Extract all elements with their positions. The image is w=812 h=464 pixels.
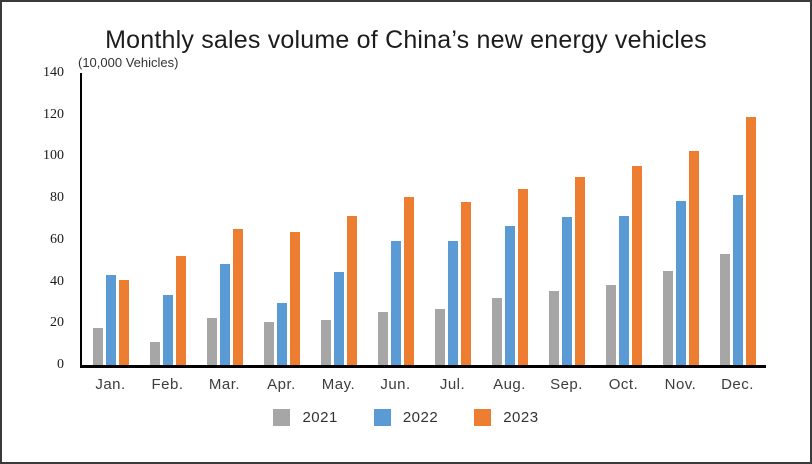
bar-2021-dec: [719, 254, 730, 365]
bar-2023-feb: [175, 255, 186, 365]
bar-group-aug: [481, 73, 538, 365]
legend-label-2021: 2021: [302, 409, 338, 426]
bar-2023-may: [346, 215, 357, 365]
y-tick-140: 140: [43, 65, 64, 80]
bar-group-mar: [196, 73, 253, 365]
bar-2022-apr: [276, 302, 287, 365]
plot-area: [80, 73, 766, 368]
bar-2023-aug: [517, 188, 528, 365]
bar-2021-may: [320, 319, 331, 365]
bar-group-sep: [538, 73, 595, 365]
bar-2022-oct: [618, 216, 629, 365]
y-tick-80: 80: [50, 190, 64, 206]
y-axis-unit-label: (10,000 Vehicles): [78, 55, 179, 70]
bar-group-jun: [367, 73, 424, 365]
bar-group-apr: [253, 73, 310, 365]
legend: 2021 2022 2023: [2, 409, 810, 426]
x-label-apr: Apr.: [267, 376, 296, 393]
bar-2022-sep: [561, 217, 572, 365]
bar-2021-sep: [548, 290, 559, 365]
x-label-aug: Aug.: [493, 376, 526, 393]
y-tick-60: 60: [50, 231, 64, 247]
bar-2023-oct: [631, 165, 642, 365]
bar-2022-mar: [219, 264, 230, 365]
legend-label-2023: 2023: [503, 409, 539, 426]
y-tick-100: 100: [43, 148, 64, 164]
x-label-may: May.: [321, 376, 356, 393]
x-label-dec: Dec.: [721, 376, 754, 393]
bar-2023-dec: [745, 116, 756, 365]
bar-2023-apr: [289, 232, 300, 365]
bar-2023-jan: [118, 279, 129, 365]
y-axis-tick-labels: 0 20 40 60 80 100 120 140: [2, 2, 64, 462]
bar-2022-feb: [162, 295, 173, 365]
y-tick-120: 120: [43, 106, 64, 122]
bar-2023-nov: [688, 151, 699, 365]
legend-swatch-2021: [273, 409, 291, 426]
bar-2021-apr: [263, 322, 274, 365]
bar-2021-aug: [491, 298, 502, 365]
x-label-sep: Sep.: [550, 376, 583, 393]
legend-label-2022: 2022: [402, 409, 439, 426]
bar-2023-jul: [460, 202, 471, 365]
bar-2022-may: [333, 271, 344, 365]
legend-swatch-2022: [373, 409, 391, 426]
chart-title: Monthly sales volume of China’s new ener…: [105, 26, 707, 54]
y-tick-20: 20: [50, 315, 64, 331]
bar-2021-jan: [92, 327, 103, 365]
x-label-jul: Jul.: [439, 376, 466, 393]
y-tick-40: 40: [50, 273, 64, 289]
bar-group-jan: [82, 73, 139, 365]
x-label-oct: Oct.: [608, 376, 639, 393]
x-label-jan: Jan.: [95, 376, 126, 393]
bar-2021-jul: [434, 308, 445, 365]
legend-item-2023: 2023: [474, 409, 538, 426]
x-axis-labels: Jan. Feb. Mar. Apr. May. Jun. Jul. Aug. Sep. Oct.…: [82, 376, 766, 393]
legend-swatch-2023: [474, 409, 492, 426]
bar-2021-nov: [662, 271, 673, 365]
bar-group-may: [310, 73, 367, 365]
bar-2021-jun: [377, 311, 388, 365]
bar-group-nov: [652, 73, 709, 365]
bar-group-jul: [424, 73, 481, 365]
bar-2022-jun: [390, 240, 401, 365]
y-tick-0: 0: [57, 357, 64, 372]
bar-2023-sep: [574, 176, 585, 365]
bar-2022-jan: [105, 275, 116, 365]
bar-2023-jun: [403, 196, 414, 365]
x-label-nov: Nov.: [664, 376, 697, 393]
bar-2021-feb: [149, 342, 160, 365]
bar-2023-mar: [232, 228, 243, 365]
bar-2021-mar: [206, 317, 217, 365]
x-label-jun: Jun.: [380, 376, 411, 393]
bar-group-oct: [595, 73, 652, 365]
legend-item-2022: 2022: [373, 409, 439, 426]
bar-2022-aug: [504, 226, 515, 365]
bar-2022-jul: [447, 241, 458, 365]
bar-2022-nov: [675, 201, 686, 365]
legend-item-2021: 2021: [273, 409, 337, 426]
bar-2022-dec: [732, 195, 743, 365]
bar-group-dec: [709, 73, 766, 365]
x-label-feb: Feb.: [151, 376, 184, 393]
bar-group-feb: [139, 73, 196, 365]
bar-2021-oct: [605, 285, 616, 365]
x-label-mar: Mar.: [208, 376, 241, 393]
